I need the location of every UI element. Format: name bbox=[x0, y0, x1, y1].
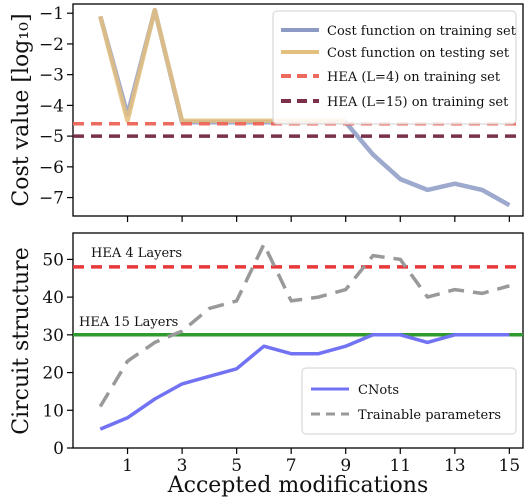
structure-y-tick-label: 0 bbox=[53, 439, 64, 459]
structure-x-tick-label: 9 bbox=[340, 456, 351, 476]
cost-y-tick-label: −6 bbox=[39, 158, 64, 178]
cost-panel: −1 −2 −3 −4 −5 −6 −7 Cost value [log₁₀] Cost f… bbox=[9, 3, 524, 222]
legend-label-hea4: HEA (L=4) on training set bbox=[327, 70, 501, 85]
structure-y-tick-label: 40 bbox=[42, 288, 64, 308]
cost-y-tick-label: −1 bbox=[39, 4, 64, 24]
cost-y-tick-label: −2 bbox=[39, 35, 64, 55]
structure-x-tick-label: 5 bbox=[231, 456, 242, 476]
cost-y-ticks: −1 −2 −3 −4 −5 −6 −7 bbox=[39, 4, 73, 209]
structure-y-tick-label: 20 bbox=[42, 364, 64, 384]
cost-legend-box bbox=[272, 10, 517, 125]
structure-x-ticks: 1 3 5 7 9 11 13 15 bbox=[122, 448, 520, 476]
structure-y-ticks: 0 10 20 30 40 50 bbox=[42, 250, 73, 459]
x-axis-label: Accepted modifications bbox=[167, 473, 429, 498]
legend-label-training: Cost function on training set bbox=[327, 24, 517, 39]
structure-x-tick-label: 1 bbox=[122, 456, 133, 476]
structure-x-tick-label: 3 bbox=[177, 456, 188, 476]
legend-label-hea15: HEA (L=15) on training set bbox=[327, 95, 509, 110]
cost-y-tick-label: −4 bbox=[39, 96, 64, 116]
structure-series-group bbox=[73, 242, 523, 431]
structure-x-tick-label: 7 bbox=[286, 456, 297, 476]
structure-x-tick-label: 11 bbox=[389, 456, 411, 476]
cost-y-tick-label: −5 bbox=[39, 127, 64, 147]
cost-y-axis-label: Cost value [log₁₀] bbox=[9, 13, 34, 206]
structure-x-tick-label: 15 bbox=[499, 456, 521, 476]
structure-y-tick-label: 30 bbox=[42, 326, 64, 346]
cost-x-ticks bbox=[126, 216, 510, 222]
legend-label-cnots: CNots bbox=[358, 383, 399, 398]
legend-label-testing: Cost function on testing set bbox=[327, 46, 510, 61]
cost-y-tick-label: −3 bbox=[39, 66, 64, 86]
legend-label-trainable: Trainable parameters bbox=[358, 408, 501, 423]
annotation-hea-4-layers: HEA 4 Layers bbox=[91, 246, 182, 261]
cost-legend: Cost function on training set Cost funct… bbox=[272, 10, 517, 125]
structure-y-tick-label: 10 bbox=[42, 401, 64, 421]
structure-legend-box bbox=[301, 367, 517, 435]
structure-series-cnots bbox=[99, 333, 510, 431]
structure-y-axis-label: Circuit structure bbox=[9, 247, 34, 434]
structure-legend: CNots Trainable parameters bbox=[301, 367, 517, 435]
structure-series-trainable-parameters bbox=[98, 242, 510, 408]
structure-x-tick-label: 13 bbox=[444, 456, 466, 476]
structure-y-tick-label: 50 bbox=[42, 250, 64, 270]
cost-y-tick-label: −7 bbox=[39, 189, 64, 209]
annotation-hea-15-layers: HEA 15 Layers bbox=[79, 315, 178, 330]
